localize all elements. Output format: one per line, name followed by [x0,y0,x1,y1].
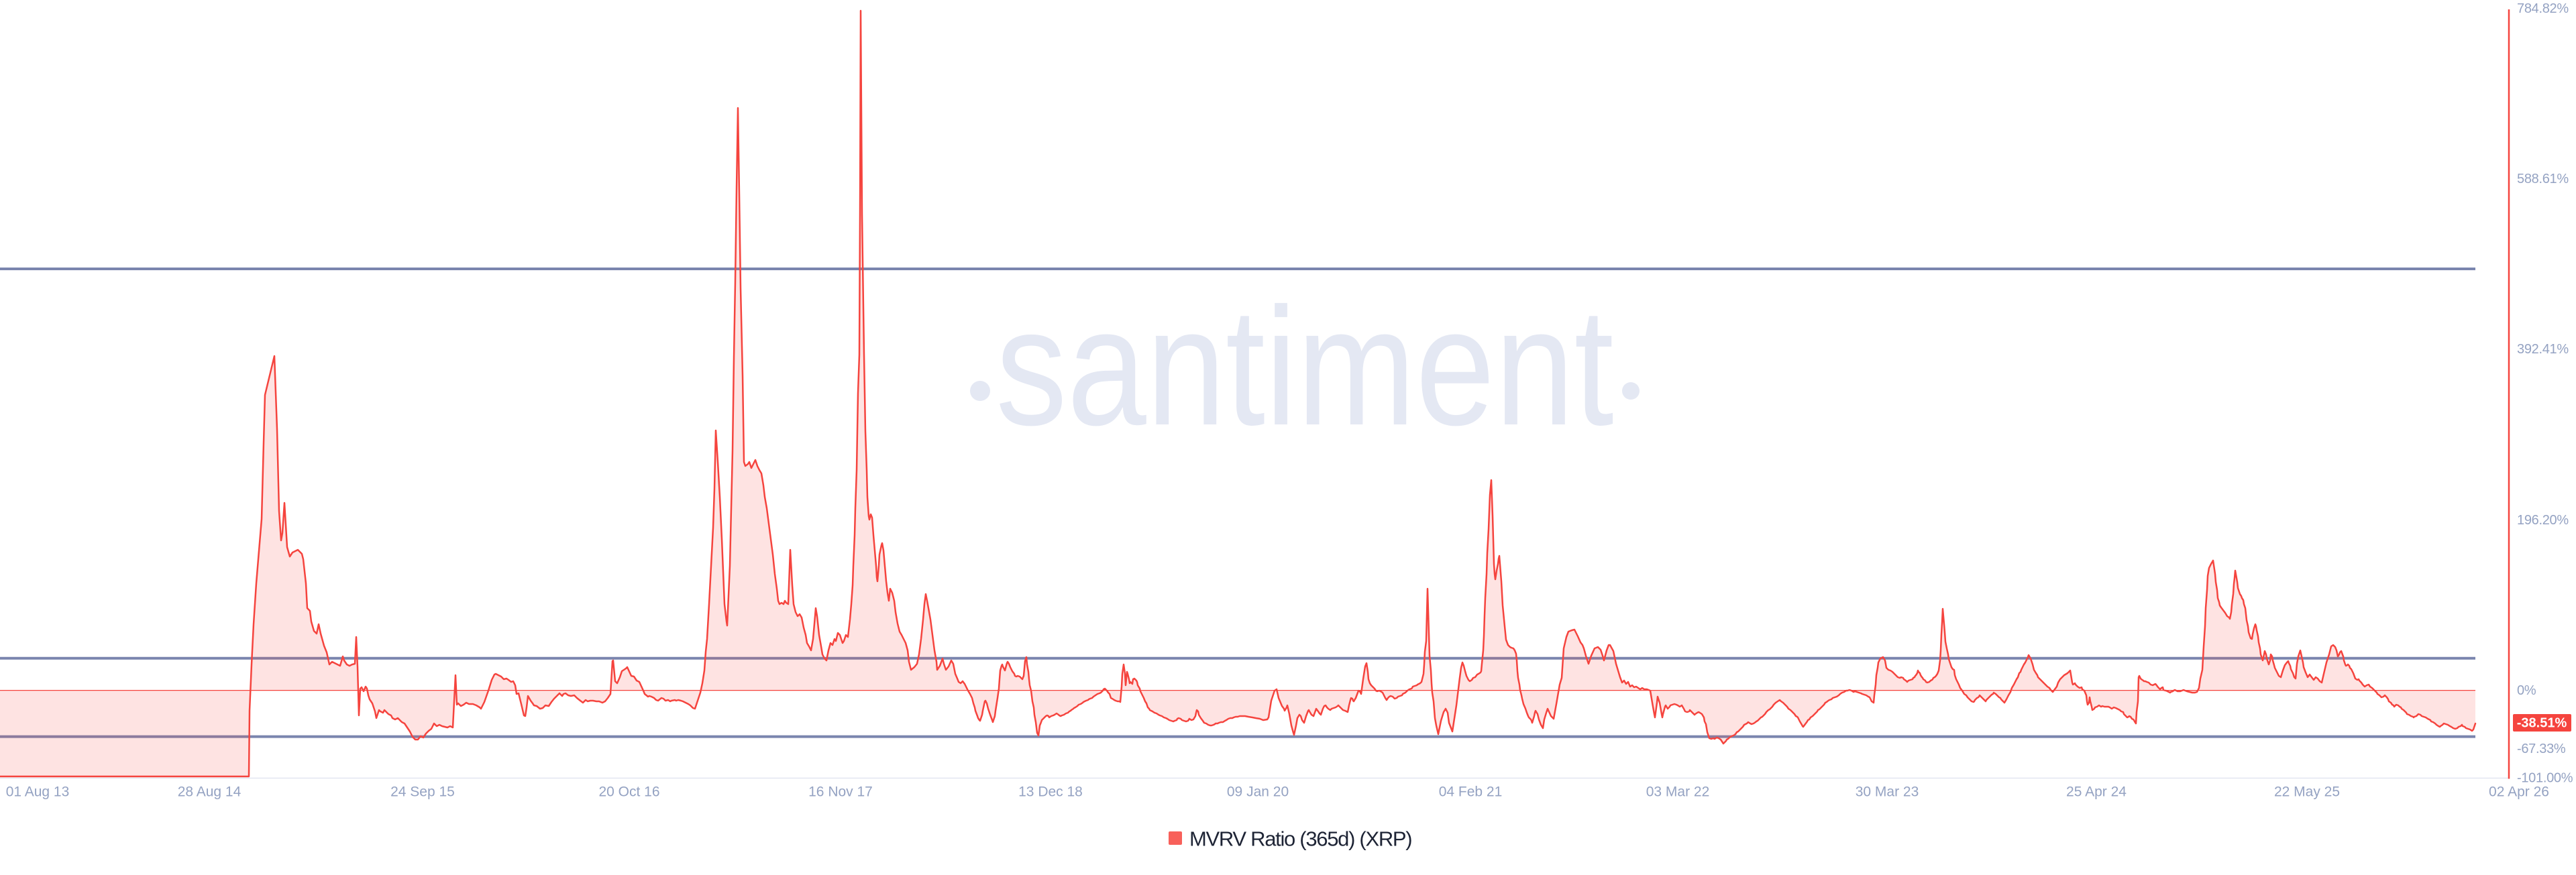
svg-text:-101.00%: -101.00% [2517,771,2573,786]
svg-text:24 Sep 15: 24 Sep 15 [390,784,455,800]
svg-text:588.61%: 588.61% [2517,172,2569,186]
svg-text:-67.33%: -67.33% [2517,742,2566,756]
svg-text:-38.51%: -38.51% [2517,716,2567,731]
svg-text:13 Dec 18: 13 Dec 18 [1018,784,1083,800]
svg-text:392.41%: 392.41% [2517,342,2569,357]
svg-text:25 Apr 24: 25 Apr 24 [2066,784,2127,800]
svg-text:22 May 25: 22 May 25 [2274,784,2340,800]
svg-text:09 Jan 20: 09 Jan 20 [1227,784,1289,800]
svg-text:28 Aug 14: 28 Aug 14 [178,784,241,800]
svg-text:16 Nov 17: 16 Nov 17 [808,784,873,800]
svg-text:196.20%: 196.20% [2517,513,2569,528]
svg-text:01 Aug 13: 01 Aug 13 [6,784,70,800]
svg-text:MVRV Ratio (365d) (XRP): MVRV Ratio (365d) (XRP) [1189,827,1411,851]
svg-text:04 Feb 21: 04 Feb 21 [1439,784,1503,800]
svg-text:santiment: santiment [996,274,1613,461]
svg-text:20 Oct 16: 20 Oct 16 [598,784,659,800]
svg-text:30 Mar 23: 30 Mar 23 [1856,784,1919,800]
svg-text:784.82%: 784.82% [2517,1,2569,16]
svg-text:03 Mar 22: 03 Mar 22 [1646,784,1710,800]
svg-text:02 Apr 26: 02 Apr 26 [2489,784,2549,800]
svg-text:0%: 0% [2517,683,2536,698]
